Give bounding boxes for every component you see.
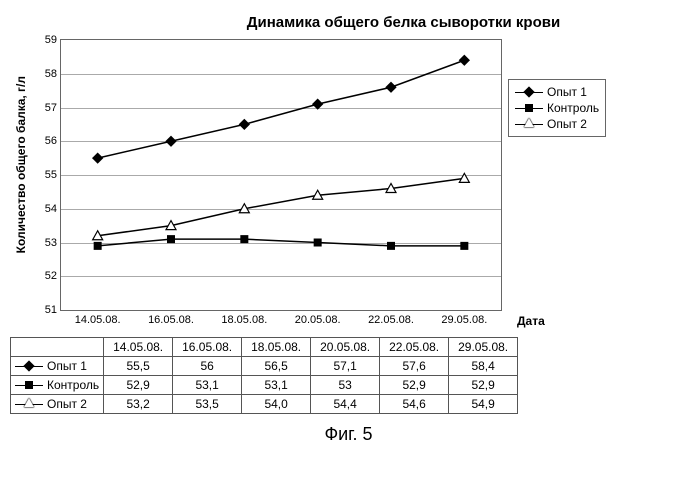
y-tick-label: 55 (45, 169, 61, 181)
y-tick-label: 52 (45, 270, 61, 282)
table-rowheader: Опыт 1 (11, 357, 104, 376)
x-tick-label: 29.05.08. (441, 310, 487, 326)
table-cell: 54,6 (380, 395, 449, 414)
table-row: Опыт 253,253,554,054,454,654,9 (11, 395, 518, 414)
table-rowheader: Контроль (11, 376, 104, 395)
triangle-icon (515, 118, 543, 130)
table-cell: 57,1 (311, 357, 380, 376)
legend-item: Контроль (515, 100, 599, 116)
table-cell: 52,9 (104, 376, 173, 395)
table-cell: 52,9 (380, 376, 449, 395)
legend-label: Контроль (547, 101, 599, 115)
y-tick-label: 58 (45, 68, 61, 80)
figure-caption: Фиг. 5 (10, 424, 687, 445)
table-header-cell: 14.05.08. (104, 338, 173, 357)
data-table: 14.05.08.16.05.08.18.05.08.20.05.08.22.0… (10, 337, 518, 414)
table-cell: 53,5 (173, 395, 242, 414)
chart-title: Динамика общего белка сыворотки крови (120, 14, 687, 31)
table-cell-empty (11, 338, 104, 357)
table-cell: 58,4 (449, 357, 518, 376)
table-cell: 53 (311, 376, 380, 395)
y-tick-label: 51 (45, 304, 61, 316)
table-cell: 54,4 (311, 395, 380, 414)
table-header-cell: 16.05.08. (173, 338, 242, 357)
legend-item: Опыт 2 (515, 116, 599, 132)
series-line (98, 60, 465, 158)
table-row: Контроль52,953,153,15352,952,9 (11, 376, 518, 395)
chart-area: Количество общего балка, г/л 51525354555… (10, 39, 687, 311)
table-cell: 55,5 (104, 357, 173, 376)
table-header-cell: 20.05.08. (311, 338, 380, 357)
y-tick-label: 53 (45, 237, 61, 249)
table-cell: 56 (173, 357, 242, 376)
plot-area: 51525354555657585914.05.08.16.05.08.18.0… (60, 39, 502, 311)
y-axis-label: Количество общего балка, г/л (10, 76, 32, 253)
diamond-icon (15, 360, 43, 372)
y-tick-label: 59 (45, 34, 61, 46)
y-tick-label: 56 (45, 135, 61, 147)
diamond-icon (515, 86, 543, 98)
x-tick-label: 18.05.08. (221, 310, 267, 326)
table-cell: 57,6 (380, 357, 449, 376)
table-cell: 53,2 (104, 395, 173, 414)
table-header-cell: 22.05.08. (380, 338, 449, 357)
legend-label: Опыт 1 (547, 85, 587, 99)
table-cell: 54,9 (449, 395, 518, 414)
table-rowheader: Опыт 2 (11, 395, 104, 414)
legend: Опыт 1 Контроль Опыт 2 (508, 79, 606, 137)
table-cell: 52,9 (449, 376, 518, 395)
square-icon (15, 379, 43, 391)
series-lines (61, 40, 501, 310)
legend-label: Опыт 2 (547, 117, 587, 131)
table-row: Опыт 155,55656,557,157,658,4 (11, 357, 518, 376)
legend-item: Опыт 1 (515, 84, 599, 100)
table-header-cell: 18.05.08. (242, 338, 311, 357)
x-tick-label: 20.05.08. (295, 310, 341, 326)
series-line (98, 239, 465, 246)
x-axis-label: Дата (517, 310, 545, 328)
table-header-cell: 29.05.08. (449, 338, 518, 357)
table-cell: 56,5 (242, 357, 311, 376)
y-tick-label: 54 (45, 203, 61, 215)
x-tick-label: 22.05.08. (368, 310, 414, 326)
triangle-icon (15, 398, 43, 410)
square-icon (515, 102, 543, 114)
x-tick-label: 14.05.08. (75, 310, 121, 326)
table-cell: 54,0 (242, 395, 311, 414)
table-cell: 53,1 (173, 376, 242, 395)
y-tick-label: 57 (45, 102, 61, 114)
x-tick-label: 16.05.08. (148, 310, 194, 326)
table-cell: 53,1 (242, 376, 311, 395)
series-line (98, 178, 465, 235)
